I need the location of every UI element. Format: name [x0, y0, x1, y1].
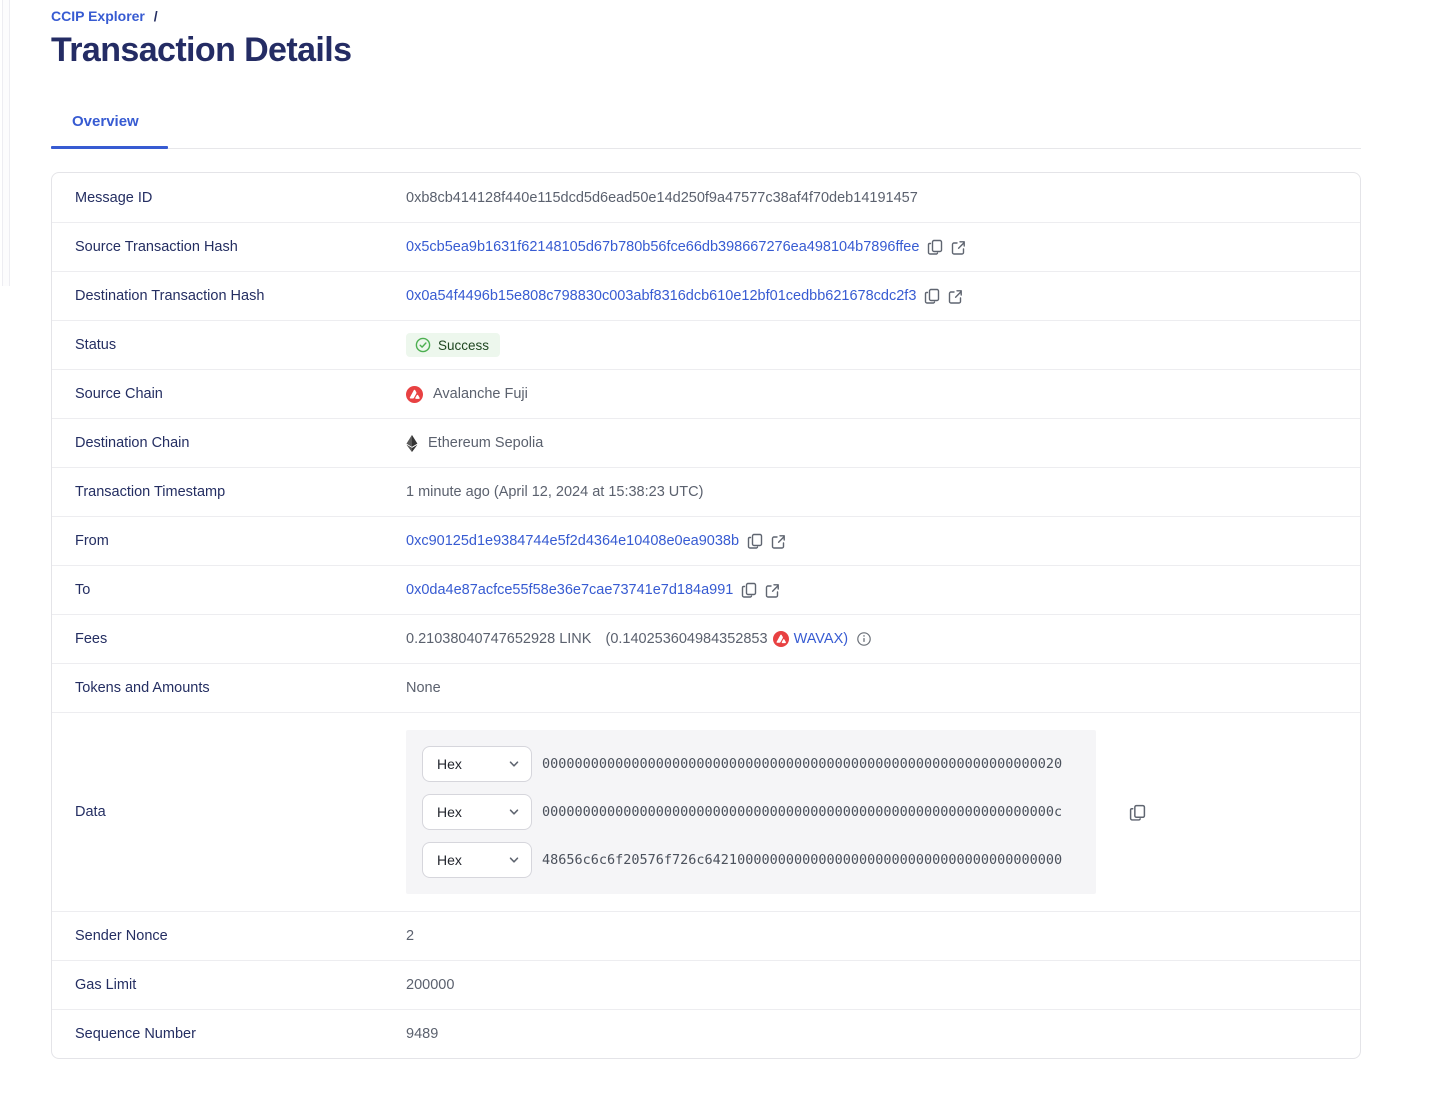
- copy-icon[interactable]: [1129, 804, 1146, 821]
- copy-icon[interactable]: [747, 533, 763, 549]
- tab-active-underline: [51, 146, 168, 149]
- tab-overview[interactable]: Overview: [72, 113, 139, 130]
- field-label: Transaction Timestamp: [75, 484, 226, 500]
- row-tokens-amounts: Tokens and Amounts None: [52, 663, 1360, 712]
- data-hex-row: Hex 000000000000000000000000000000000000…: [422, 794, 1080, 830]
- field-label: Message ID: [75, 189, 153, 206]
- status-badge-label: Success: [438, 337, 490, 353]
- ethereum-logo-icon: [406, 434, 418, 452]
- row-gas-limit: Gas Limit 200000: [52, 960, 1360, 1009]
- copy-icon[interactable]: [924, 288, 940, 304]
- breadcrumb-separator: /: [153, 8, 158, 24]
- field-label: Data: [75, 804, 106, 820]
- field-label: Sender Nonce: [75, 928, 168, 944]
- row-timestamp: Transaction Timestamp 1 minute ago (Apri…: [52, 467, 1360, 516]
- field-label: Fees: [75, 631, 108, 647]
- row-source-chain: Source Chain Avalanche Fuji: [52, 369, 1360, 418]
- wavax-token-link[interactable]: WAVAX): [793, 631, 849, 647]
- row-data: Data Hex 0000000000000000000000000000000…: [52, 712, 1360, 911]
- field-label: Status: [75, 337, 117, 353]
- external-link-icon[interactable]: [771, 534, 786, 549]
- gas-limit-value: 200000: [406, 977, 455, 993]
- external-link-icon[interactable]: [948, 289, 963, 304]
- message-id-value: 0xb8cb414128f440e115dcd5d6ead50e14d250f9…: [406, 189, 918, 206]
- data-hex-line: 0000000000000000000000000000000000000000…: [542, 804, 1063, 820]
- hex-format-select-value: Hex: [437, 804, 462, 820]
- hex-format-select[interactable]: Hex: [422, 842, 532, 878]
- hex-format-select-value: Hex: [437, 852, 462, 868]
- hex-format-select[interactable]: Hex: [422, 794, 532, 830]
- row-dest-chain: Destination Chain Ethereum Sepolia: [52, 418, 1360, 467]
- chevron-down-icon: [508, 806, 520, 818]
- chevron-down-icon: [508, 758, 520, 770]
- row-sender-nonce: Sender Nonce 2: [52, 911, 1360, 960]
- tab-bar: Overview: [51, 112, 1361, 149]
- data-hex-row: Hex 48656c6c6f20576f726c6421000000000000…: [422, 842, 1080, 878]
- from-address-link[interactable]: 0xc90125d1e9384744e5f2d4364e10408e0ea903…: [406, 533, 740, 549]
- row-source-tx-hash: Source Transaction Hash 0x5cb5ea9b1631f6…: [52, 222, 1360, 271]
- field-label: From: [75, 533, 109, 549]
- source-tx-hash-link[interactable]: 0x5cb5ea9b1631f62148105d67b780b56fce66db…: [406, 239, 920, 255]
- row-to: To 0x0da4e87acfce55f58e36e7cae73741e7d18…: [52, 565, 1360, 614]
- field-label: Gas Limit: [75, 977, 137, 993]
- field-label: Destination Chain: [75, 435, 190, 451]
- row-from: From 0xc90125d1e9384744e5f2d4364e10408e0…: [52, 516, 1360, 565]
- breadcrumb-ccip-explorer-link[interactable]: CCIP Explorer: [51, 8, 145, 24]
- row-dest-tx-hash: Destination Transaction Hash 0x0a54f4496…: [52, 271, 1360, 320]
- check-circle-icon: [415, 337, 431, 353]
- field-label: Destination Transaction Hash: [75, 288, 265, 304]
- data-hex-line: 48656c6c6f20576f726c64210000000000000000…: [542, 852, 1063, 868]
- timestamp-value: 1 minute ago (April 12, 2024 at 15:38:23…: [406, 484, 704, 500]
- external-link-icon[interactable]: [765, 583, 780, 598]
- page-title: Transaction Details: [51, 31, 352, 69]
- row-sequence-number: Sequence Number 9489: [52, 1009, 1360, 1058]
- hex-format-select-value: Hex: [437, 756, 462, 772]
- avalanche-logo-icon: [772, 631, 789, 647]
- copy-icon[interactable]: [927, 239, 943, 255]
- row-status: Status Success: [52, 320, 1360, 369]
- data-hex-row: Hex 000000000000000000000000000000000000…: [422, 746, 1080, 782]
- row-message-id: Message ID 0xb8cb414128f440e115dcd5d6ead…: [52, 173, 1360, 222]
- transaction-details-card: Message ID 0xb8cb414128f440e115dcd5d6ead…: [51, 172, 1361, 1059]
- chevron-down-icon: [508, 854, 520, 866]
- field-label: Source Chain: [75, 386, 163, 402]
- field-label: Sequence Number: [75, 1026, 196, 1042]
- sender-nonce-value: 2: [406, 928, 415, 944]
- source-chain-name: Avalanche Fuji: [433, 386, 528, 402]
- tokens-amounts-value: None: [406, 680, 441, 696]
- field-label: Source Transaction Hash: [75, 239, 238, 255]
- fees-wavax-amount: (0.140253604984352853: [605, 631, 768, 647]
- sequence-number-value: 9489: [406, 1026, 439, 1042]
- avalanche-logo-icon: [406, 385, 423, 403]
- field-value: 0xb8cb414128f440e115dcd5d6ead50e14d250f9…: [406, 190, 918, 206]
- dest-tx-hash-link[interactable]: 0x0a54f4496b15e808c798830c003abf8316dcb6…: [406, 288, 917, 304]
- status-badge: Success: [406, 333, 501, 357]
- to-address-link[interactable]: 0x0da4e87acfce55f58e36e7cae73741e7d184a9…: [406, 582, 734, 598]
- field-label: Tokens and Amounts: [75, 680, 210, 696]
- left-panel-edge: [2, 0, 10, 286]
- main-content: CCIP Explorer / Transaction Details Over…: [51, 0, 1361, 1059]
- copy-icon[interactable]: [741, 582, 757, 598]
- breadcrumb: CCIP Explorer /: [51, 8, 1361, 24]
- field-label: To: [75, 582, 91, 598]
- dest-chain-name: Ethereum Sepolia: [428, 435, 544, 451]
- external-link-icon[interactable]: [951, 240, 966, 255]
- data-hex-box: Hex 000000000000000000000000000000000000…: [406, 730, 1096, 894]
- data-hex-line: 0000000000000000000000000000000000000000…: [542, 756, 1063, 772]
- hex-format-select[interactable]: Hex: [422, 746, 532, 782]
- row-fees: Fees 0.21038040747652928 LINK (0.1402536…: [52, 614, 1360, 663]
- info-icon[interactable]: [857, 632, 871, 646]
- fees-link-amount: 0.21038040747652928 LINK: [406, 631, 592, 647]
